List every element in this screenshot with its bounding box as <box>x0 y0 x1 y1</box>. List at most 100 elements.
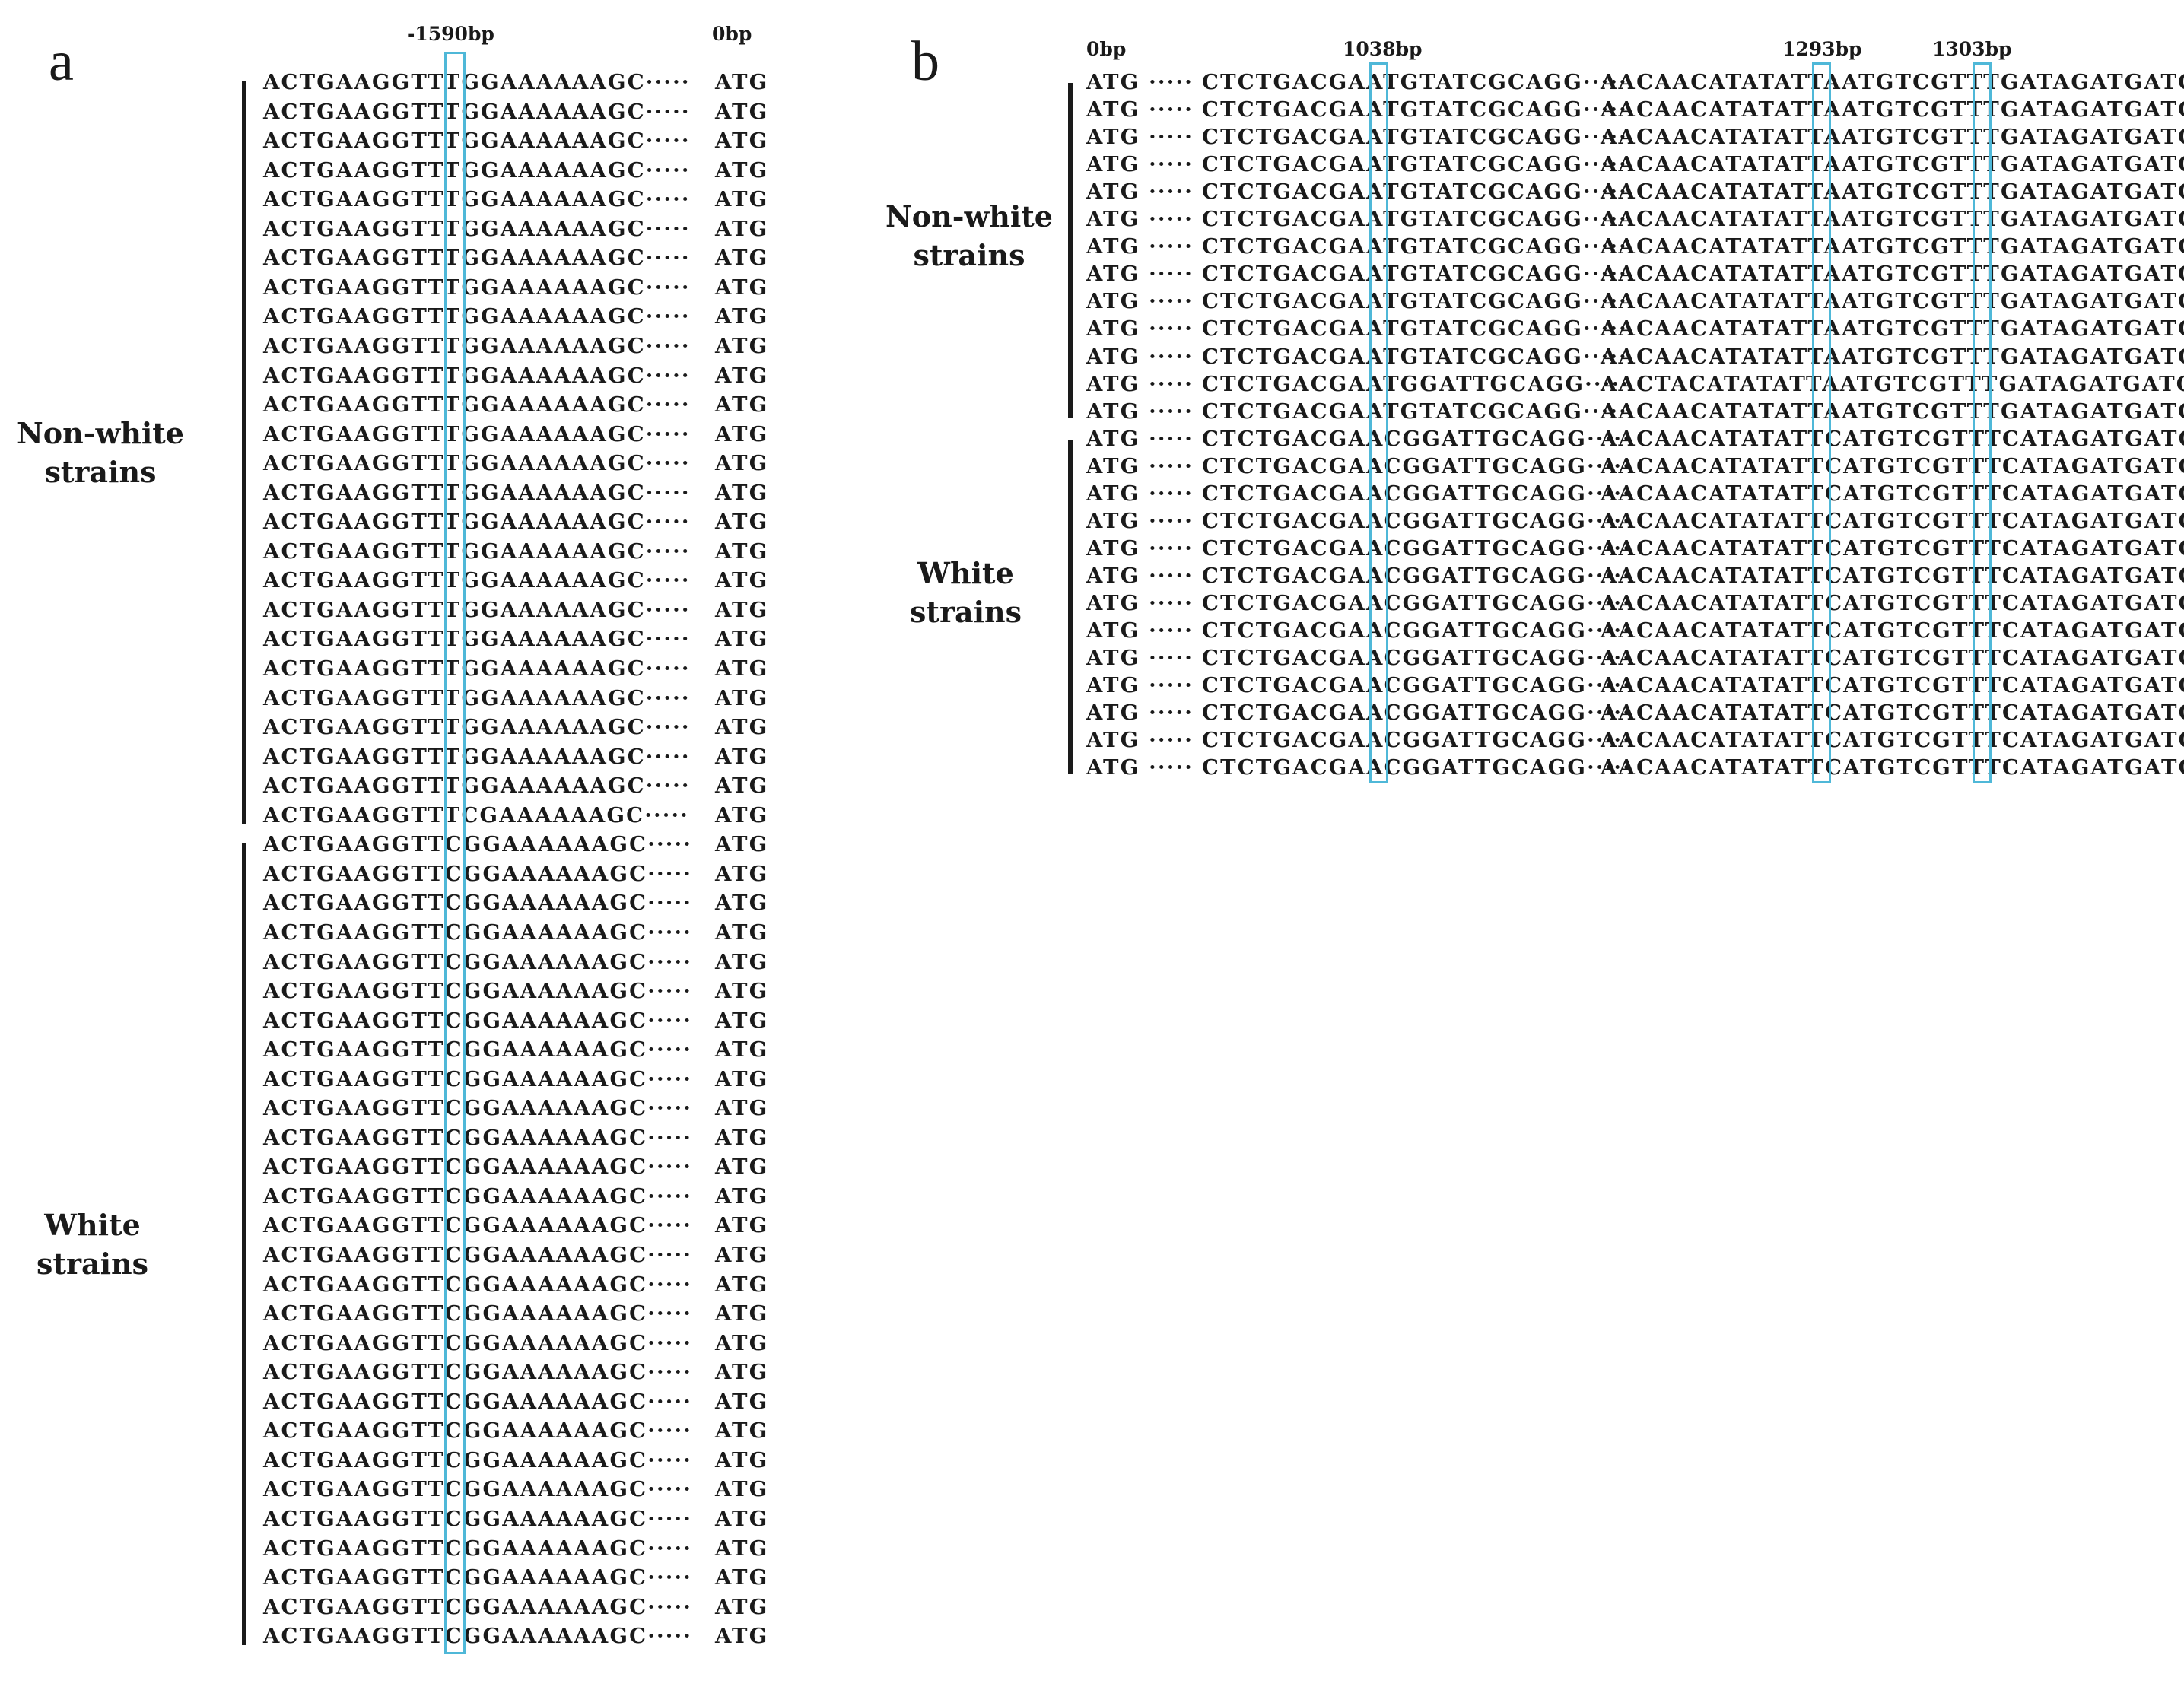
sequence-tail: ATG <box>715 1389 769 1414</box>
sequence-text: ACTGAAGGTTCGGAAAAAAGC····· <box>263 1389 693 1414</box>
snp-highlight-1293bp <box>1812 62 1831 784</box>
sequence-row: ACTGAAGGTTTGGAAAAAAGC····· <box>263 185 697 214</box>
sequence-head: ATG ····· <box>1086 535 1194 561</box>
sequence-head: ATG ····· <box>1086 207 1194 232</box>
sequence-head: ATG ····· <box>1086 125 1194 150</box>
panel-b-letter: b <box>911 30 939 93</box>
sequence-text: ACTGAAGGTTTGGAAAAAAGC····· <box>263 99 691 124</box>
sequence-tail: ATG <box>715 568 769 593</box>
sequence-tail: ATG <box>715 597 769 622</box>
sequence-head: ATG ····· <box>1086 316 1194 341</box>
sequence-tail: ATG <box>715 1624 769 1649</box>
sequence-row: ACTGAAGGTTTGGAAAAAAGC····· <box>263 243 697 272</box>
sequence-segment-1: CTCTGACGAATGGATTGCAGG····· <box>1202 371 1630 396</box>
sequence-tail: ATG <box>715 157 769 183</box>
sequence-tail: ATG <box>715 1213 769 1238</box>
sequence-row: ACTGAAGGTTCGGAAAAAAGC····· <box>263 830 697 859</box>
sequence-text: ACTGAAGGTTCGGAAAAAAGC····· <box>263 1096 693 1121</box>
sequence-segment-1: CTCTGACGAATGTATCGCAGG····· <box>1202 316 1628 341</box>
sequence-tail: ATG <box>715 538 769 564</box>
sequence-tail: ATG <box>715 363 769 388</box>
sequence-row: ACTGAAGGTTCGGAAAAAAGC····· <box>263 1211 697 1240</box>
sequence-row: ACTGAAGGTTTGGAAAAAAGC····· <box>263 507 697 536</box>
sequence-segment-2: AACAACATATATTAATGTCGTTTGATAGATGATC <box>1601 344 2184 369</box>
panel-b-position-label-1038: 1038bp <box>1343 38 1423 60</box>
sequence-head: ATG ····· <box>1086 179 1194 205</box>
sequence-segment-1: CTCTGACGAACGGATTGCAGG····· <box>1202 481 1632 506</box>
sequence-text: ACTGAAGGTTCGGAAAAAAGC····· <box>263 1125 693 1150</box>
sequence-tail: ATG <box>715 1008 769 1033</box>
sequence-tail: ATG <box>715 1418 769 1444</box>
sequence-row: ACTGAAGGTTTGGAAAAAAGC····· <box>263 420 697 449</box>
snp-highlight-1303bp <box>1973 62 1992 784</box>
sequence-tail: ATG <box>715 129 769 154</box>
sequence-text: ACTGAAGGTTCGGAAAAAAGC····· <box>263 1360 693 1385</box>
sequence-head: ATG ····· <box>1086 97 1194 122</box>
sequence-row: ACTGAAGGTTCGGAAAAAAGC····· <box>263 918 697 947</box>
panel-b-position-label-0: 0bp <box>1086 38 1127 60</box>
sequence-segment-2: AACAACATATATTCATGTCGTTTCATAGATGATC <box>1601 646 2184 671</box>
sequence-row: ACTGAAGGTTCGGAAAAAAGC····· <box>263 1622 697 1650</box>
sequence-text: ACTGAAGGTTTGGAAAAAAGC····· <box>263 392 691 418</box>
sequence-segment-2: AACAACATATATTAATGTCGTTTGATAGATGATC <box>1601 399 2184 424</box>
sequence-text: ACTGAAGGTTTGGAAAAAAGC····· <box>263 627 691 652</box>
sequence-head: ATG ····· <box>1086 426 1194 451</box>
sequence-row: ACTGAAGGTTCGGAAAAAAGC····· <box>263 1299 697 1328</box>
sequence-row: ACTGAAGGTTTGGAAAAAAGC····· <box>263 713 697 742</box>
sequence-tail: ATG <box>715 1243 769 1267</box>
sequence-text: ACTGAAGGTTTGGAAAAAAGC····· <box>263 363 691 388</box>
sequence-text: ACTGAAGGTTCGGAAAAAAGC····· <box>263 1066 693 1091</box>
snp-highlight-minus1590 <box>444 52 466 1654</box>
sequence-text: ACTGAAGGTTCGGAAAAAAGC····· <box>263 1330 693 1355</box>
sequence-tail: ATG <box>715 1183 769 1209</box>
sequence-tail: ATG <box>715 802 769 828</box>
sequence-head: ATG ····· <box>1086 371 1194 396</box>
sequence-row: ACTGAAGGTTTGGAAAAAAGC····· <box>263 302 697 331</box>
panel-a-position-label-1590: -1590bp <box>407 23 494 45</box>
sequence-segment-2: AACTACATATATTAATGTCGTTTGATAGATGATC <box>1601 371 2184 396</box>
sequence-head: ATG ····· <box>1086 289 1194 314</box>
sequence-tail: ATG <box>715 1565 769 1590</box>
sequence-tail: ATG <box>715 1155 769 1180</box>
sequence-segment-1: CTCTGACGAATGTATCGCAGG····· <box>1202 289 1628 314</box>
sequence-row: ACTGAAGGTTTGGAAAAAAGC····· <box>263 771 697 800</box>
sequence-text: ACTGAAGGTTTGGAAAAAAGC····· <box>263 275 691 300</box>
sequence-row: ACTGAAGGTTTGGAAAAAAGC····· <box>263 390 697 419</box>
sequence-text: ACTGAAGGTTCGGAAAAAAGC····· <box>263 891 693 916</box>
sequence-row: ACTGAAGGTTTGGAAAAAAGC····· <box>263 566 697 595</box>
sequence-text: ACTGAAGGTTTGGAAAAAAGC····· <box>263 744 691 769</box>
sequence-text: ACTGAAGGTTTGGAAAAAAGC····· <box>263 70 691 94</box>
sequence-row: ACTGAAGGTTTGGAAAAAAGC····· <box>263 537 697 566</box>
sequence-tail: ATG <box>715 627 769 652</box>
sequence-segment-2: AACAACATATATTAATGTCGTTTGATAGATGATC <box>1601 234 2184 259</box>
sequence-tail: ATG <box>715 1330 769 1355</box>
sequence-segment-1: CTCTGACGAACGGATTGCAGG····· <box>1202 563 1632 588</box>
sequence-tail: ATG <box>715 774 769 799</box>
sequence-tail: ATG <box>715 480 769 505</box>
sequence-tail: ATG <box>715 275 769 300</box>
sequence-tail: ATG <box>715 1125 769 1150</box>
sequence-head: ATG ····· <box>1086 728 1194 753</box>
sequence-text: ACTGAAGGTTCGGAAAAAAGC····· <box>263 1008 693 1033</box>
sequence-segment-2: AACAACATATATTCATGTCGTTTCATAGATGATC <box>1601 755 2184 780</box>
sequence-head: ATG ····· <box>1086 563 1194 588</box>
sequence-row: ACTGAAGGTTCGGAAAAAAGC····· <box>263 1123 697 1152</box>
panel-a-letter: a <box>49 30 74 93</box>
sequence-head: ATG ····· <box>1086 234 1194 259</box>
sequence-tail: ATG <box>715 1360 769 1385</box>
sequence-text: ACTGAAGGTTCGGAAAAAAGC····· <box>263 1272 693 1297</box>
sequence-text: ACTGAAGGTTTGGAAAAAAGC····· <box>263 774 691 799</box>
sequence-segment-1: CTCTGACGAACGGATTGCAGG····· <box>1202 646 1632 671</box>
sequence-text: ACTGAAGGTTCGGAAAAAAGC····· <box>263 832 693 857</box>
sequence-row: ACTGAAGGTTCGGAAAAAAGC····· <box>263 859 697 888</box>
sequence-tail: ATG <box>715 216 769 241</box>
sequence-tail: ATG <box>715 392 769 418</box>
sequence-row: ACTGAAGGTTCGGAAAAAAGC····· <box>263 1094 697 1123</box>
sequence-text: ACTGAAGGTTCGGAAAAAAGC····· <box>263 1536 693 1561</box>
sequence-row: ACTGAAGGTTCGGAAAAAAGC····· <box>263 1152 697 1181</box>
sequence-text: ACTGAAGGTTCGGAAAAAAGC····· <box>263 1183 693 1209</box>
sequence-segment-2: AACAACATATATTCATGTCGTTTCATAGATGATC <box>1601 700 2184 726</box>
panel-b-position-label-1293: 1293bp <box>1782 38 1862 60</box>
sequence-text: ACTGAAGGTTTGGAAAAAAGC····· <box>263 510 691 535</box>
sequence-row: ACTGAAGGTTCGGAAAAAAGC····· <box>263 1006 697 1035</box>
